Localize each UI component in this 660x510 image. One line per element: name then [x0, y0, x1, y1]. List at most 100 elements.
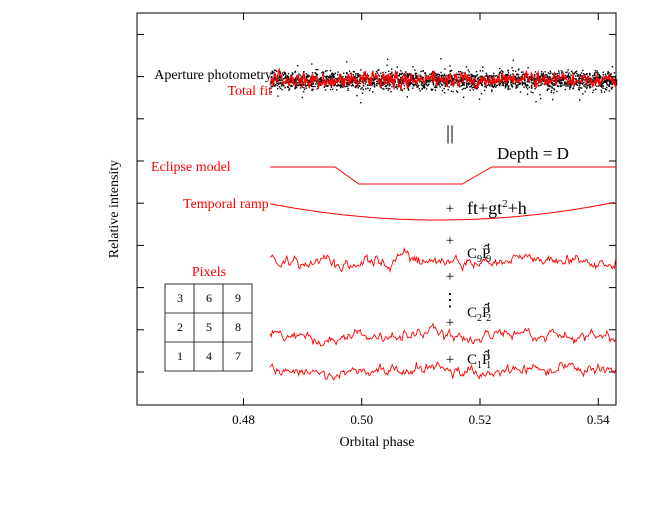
- data-point: [336, 89, 338, 91]
- data-point: [481, 75, 483, 78]
- data-point: [355, 73, 357, 75]
- data-point: [473, 86, 475, 88]
- data-point: [278, 83, 280, 85]
- data-point: [444, 85, 446, 87]
- data-point: [374, 86, 376, 88]
- data-point: [517, 74, 520, 76]
- data-point: [505, 74, 507, 76]
- data-point: [466, 86, 468, 89]
- data-point: [306, 84, 308, 86]
- data-point: [290, 85, 292, 88]
- data-point: [460, 85, 463, 87]
- data-point: [500, 72, 503, 75]
- data-point: [574, 75, 577, 77]
- data-point: [333, 77, 335, 79]
- data-point: [499, 84, 501, 87]
- data-point: [463, 84, 465, 86]
- data-point: [481, 80, 484, 82]
- data-point: [614, 78, 616, 80]
- data-point: [412, 66, 414, 68]
- data-point: [471, 87, 473, 89]
- data-point: [419, 76, 421, 78]
- data-point: [362, 88, 364, 91]
- data-point: [551, 87, 553, 89]
- data-point: [589, 72, 591, 75]
- data-point: [532, 82, 535, 84]
- data-point: [466, 84, 468, 86]
- data-point: [510, 81, 512, 83]
- data-point: [592, 80, 594, 82]
- data-point: [486, 84, 489, 87]
- data-point: [346, 79, 348, 82]
- data-point: [416, 75, 418, 78]
- data-point: [564, 88, 566, 91]
- data-point: [550, 79, 552, 81]
- data-point: [538, 75, 540, 78]
- data-point: [590, 86, 592, 88]
- data-point: [544, 71, 546, 73]
- data-point: [520, 76, 522, 78]
- data-point: [332, 75, 334, 77]
- data-point: [381, 81, 383, 83]
- data-point: [376, 83, 378, 85]
- data-point: [491, 78, 493, 80]
- data-point: [574, 71, 577, 73]
- data-point: [360, 88, 362, 90]
- data-point: [549, 85, 552, 88]
- data-point: [524, 83, 526, 85]
- data-point: [497, 80, 499, 83]
- data-point: [458, 79, 460, 81]
- data-point: [427, 83, 430, 86]
- data-point: [358, 85, 361, 87]
- data-point: [552, 98, 554, 101]
- data-point: [601, 86, 603, 88]
- data-point: [351, 81, 353, 83]
- data-point: [323, 86, 325, 89]
- data-point: [522, 73, 524, 76]
- data-point: [385, 78, 387, 80]
- data-point: [300, 85, 303, 87]
- data-point: [306, 79, 309, 81]
- data-point: [489, 85, 491, 87]
- data-point: [305, 75, 308, 78]
- data-point: [375, 70, 378, 73]
- data-point: [545, 76, 547, 78]
- data-point: [452, 78, 455, 80]
- data-point: [595, 71, 597, 74]
- data-point: [290, 84, 292, 87]
- data-point: [298, 83, 300, 85]
- data-point: [426, 81, 428, 84]
- data-point: [440, 83, 442, 85]
- data-point: [560, 81, 562, 84]
- data-point: [415, 75, 418, 77]
- data-point: [520, 71, 523, 73]
- data-point: [606, 80, 608, 82]
- data-point: [506, 83, 508, 86]
- data-point: [604, 73, 607, 75]
- data-point: [422, 70, 424, 72]
- data-point: [337, 84, 339, 86]
- data-point: [482, 66, 484, 68]
- data-point: [496, 75, 498, 77]
- data-point: [413, 85, 415, 87]
- data-point: [529, 81, 531, 83]
- data-point: [613, 72, 616, 74]
- data-point: [305, 87, 307, 89]
- data-point: [446, 79, 448, 81]
- data-point: [611, 66, 614, 68]
- data-point: [324, 79, 326, 81]
- data-point: [377, 69, 379, 72]
- data-point: [527, 73, 529, 76]
- data-point: [374, 83, 376, 86]
- data-point: [415, 77, 417, 79]
- data-point: [346, 73, 348, 75]
- data-point: [525, 85, 527, 87]
- data-point: [346, 61, 348, 63]
- data-point: [602, 82, 604, 84]
- data-point: [578, 78, 580, 80]
- data-point: [439, 86, 441, 88]
- data-point: [333, 84, 336, 86]
- data-point: [377, 74, 380, 76]
- data-point: [406, 73, 408, 75]
- data-point: [552, 73, 554, 75]
